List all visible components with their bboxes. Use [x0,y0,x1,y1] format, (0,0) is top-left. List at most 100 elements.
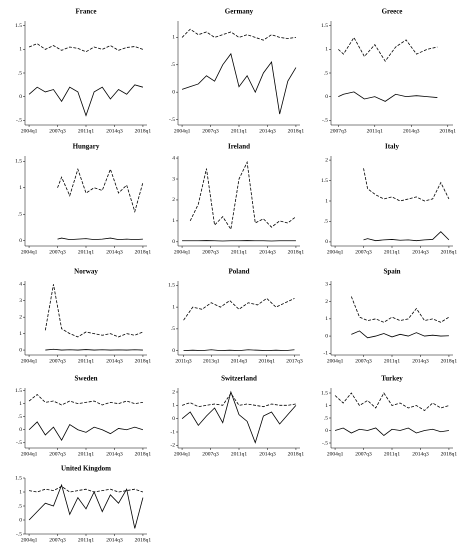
series-line [28,393,143,406]
y-tick-label: 0 [19,238,22,244]
y-tick-label: .5 [171,62,175,68]
x-tick-label: 2007q3 [355,451,372,457]
series-line [45,348,143,351]
y-tick-label: -1 [323,351,328,357]
x-tick-label: 2004q1 [21,128,38,134]
x-tick-label: 2007q3 [330,128,347,134]
y-tick-label: -.5 [16,440,22,446]
y-tick-label: 1.5 [15,23,22,29]
x-tick-label: 2011q1 [384,451,401,457]
y-tick-label: 1 [172,304,175,310]
y-tick-label: 1 [172,403,175,409]
panel-title: Poland [228,268,249,276]
panel-title: Germany [225,8,254,16]
x-tick-label: 2014q3 [403,128,420,134]
x-tick-label: 2011q1 [231,451,248,457]
x-tick-label: 2004q1 [21,451,38,457]
x-tick-label: 2014q3 [412,249,429,255]
x-tick-label: 2018q1 [135,358,152,364]
series-line [189,160,297,231]
y-tick-label: 1.5 [321,178,328,184]
series-line [183,297,295,321]
panel-title: Ireland [228,143,250,151]
y-tick-label: 0 [172,348,175,354]
series-line [334,392,450,411]
series-line [363,231,450,242]
y-tick-label: 4 [172,155,175,161]
series-line [181,392,296,408]
x-tick-label: 2018q1 [288,128,305,134]
x-tick-label: 2018q1 [288,451,305,457]
panel-title: Greece [382,8,403,16]
x-tick-label: 2004q1 [21,537,38,543]
x-tick-label: 2011q1 [384,249,401,255]
series-line [57,237,143,241]
y-tick-label: 1 [19,401,22,407]
y-tick-label: -.5 [16,531,22,537]
x-tick-label: 2004q1 [21,249,38,255]
y-tick-label: .5 [324,70,328,76]
x-tick-label: 2007q3 [49,249,66,255]
x-tick-label: 2016q1 [258,358,275,364]
x-tick-label: 2011q1 [78,249,95,255]
y-tick-label: 0 [325,428,328,434]
panel-title: Norway [74,268,98,276]
y-tick-label: -.5 [16,118,22,124]
x-tick-label: 2011q1 [78,128,95,134]
series-line [57,167,144,214]
x-tick-label: 2011q1 [231,249,248,255]
y-tick-label: 1 [325,316,328,322]
y-tick-label: 1.5 [15,159,22,165]
y-tick-label: 0 [172,416,175,422]
x-tick-label: 2004q1 [327,249,344,255]
x-tick-label: 2014q3 [259,451,276,457]
series-line [363,168,450,202]
y-tick-label: 3 [172,176,175,182]
x-tick-label: 2007q3 [355,358,372,364]
x-tick-label: 2018q1 [135,128,152,134]
panel-title: France [76,8,97,16]
x-tick-label: 2013q1 [203,358,220,364]
series-line [351,330,449,339]
x-tick-label: 2007q3 [202,128,219,134]
series-line [350,296,450,323]
y-tick-label: 1.5 [15,475,22,481]
series-line [28,483,144,529]
y-tick-label: 1 [172,218,175,224]
x-tick-label: 2018q1 [135,249,152,255]
x-tick-label: 2014q3 [259,128,276,134]
y-tick-label: .5 [324,415,328,421]
y-tick-label: 0 [172,89,175,95]
series-line [183,349,295,352]
y-tick-label: -2 [170,443,175,449]
series-line [338,91,438,102]
y-tick-label: 3 [325,282,328,288]
y-tick-label: -.5 [322,440,328,446]
y-tick-label: .5 [18,503,22,509]
x-tick-label: 2007q3 [202,451,219,457]
x-tick-label: 2014q3 [106,537,123,543]
series-line [44,284,144,338]
series-line [181,28,296,41]
y-tick-label: 2 [172,389,175,395]
x-tick-label: 2018q1 [135,537,152,543]
y-tick-label: -.5 [169,117,175,123]
x-tick-label: 2017q3 [286,358,303,364]
x-tick-label: 2014q3 [259,249,276,255]
x-tick-label: 2004q1 [327,451,344,457]
panel-title: Hungary [73,143,100,151]
panel-title: Sweden [75,375,98,383]
x-tick-label: 2014q3 [106,358,123,364]
y-tick-label: 4 [19,282,22,288]
y-tick-label: -1 [170,429,175,435]
series-line [28,421,144,441]
panel-title: Turkey [381,375,403,383]
series-line [28,84,144,117]
y-tick-label: 0 [19,94,22,100]
x-tick-label: 2018q1 [441,451,458,457]
x-tick-label: 2018q1 [441,358,458,364]
y-tick-label: 2 [19,314,22,320]
x-tick-label: 2007q3 [49,537,66,543]
series-line [29,485,144,493]
y-tick-label: 1 [172,35,175,41]
